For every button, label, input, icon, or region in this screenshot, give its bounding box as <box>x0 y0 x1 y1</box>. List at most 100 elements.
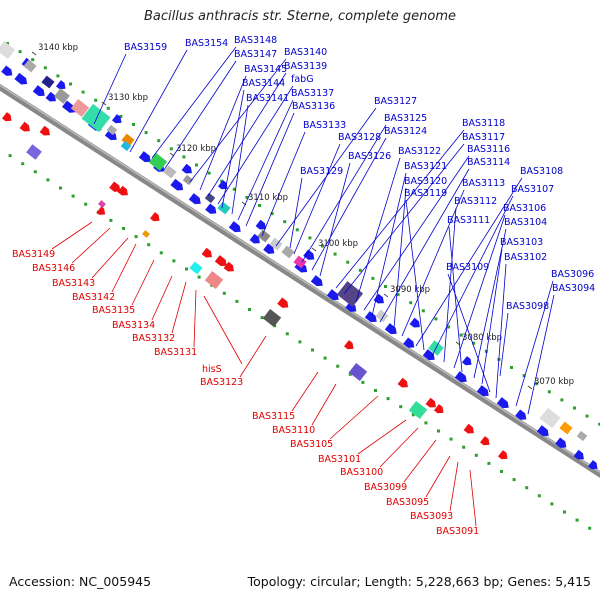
label-bas3139: BAS3139 <box>284 61 327 72</box>
feature-box <box>408 401 428 419</box>
tick-dot <box>472 341 476 345</box>
forward-gene-arrow <box>515 409 527 420</box>
tick-dot <box>550 502 554 506</box>
tick-dot <box>298 340 302 344</box>
label-bas3126: BAS3126 <box>348 151 391 162</box>
feature-box <box>121 133 135 147</box>
label-bas3147: BAS3147 <box>234 49 277 60</box>
tick-dot <box>525 486 529 490</box>
forward-label-leader <box>335 129 465 289</box>
label-bas3154: BAS3154 <box>185 38 228 49</box>
label-bas3133: BAS3133 <box>303 120 346 131</box>
tick-dot <box>81 90 85 94</box>
tick-dot <box>283 220 287 224</box>
reverse-gene-arrow <box>497 450 508 460</box>
label-bas3108: BAS3108 <box>520 166 563 177</box>
forward-gene-arrow <box>573 449 584 460</box>
tick-dot <box>348 372 352 376</box>
tick-dot <box>71 194 75 198</box>
forward-gene-arrow <box>45 91 56 102</box>
feature-box <box>142 230 150 238</box>
forward-label-leader <box>447 273 491 393</box>
label-bas3145: BAS3145 <box>244 64 287 75</box>
tick-dot <box>260 316 264 320</box>
tick-dot <box>182 155 186 159</box>
tick-dot <box>462 445 466 449</box>
label-bas3107: BAS3107 <box>511 184 554 195</box>
reverse-gene-arrow <box>109 181 121 192</box>
reverse-label-leader <box>171 281 187 334</box>
forward-label-leader <box>527 294 555 415</box>
tick-dot <box>547 390 551 394</box>
feature-box <box>189 261 203 275</box>
tick-dot <box>43 66 47 70</box>
forward-label-leader <box>415 177 523 347</box>
forward-gene-arrow <box>384 323 397 335</box>
label-bas3142: BAS3142 <box>72 292 115 303</box>
tick-dot <box>295 228 299 232</box>
forward-gene-arrow <box>587 460 598 470</box>
forward-gene-arrow <box>228 221 241 233</box>
forward-label-leader <box>495 263 507 399</box>
reverse-gene-arrow <box>343 340 354 350</box>
label-bas3100: BAS3100 <box>340 467 383 478</box>
label-bas3135: BAS3135 <box>92 305 135 316</box>
feature-box <box>348 363 368 381</box>
feature-box <box>41 75 55 89</box>
forward-label-leader <box>355 157 401 303</box>
tick-track: 3140 kbp 3130 kbp 3120 kbp 3110 kbp 3100 kbp… <box>6 42 600 530</box>
kbp-tick-label: 3080 kbp <box>462 333 502 343</box>
forward-label-leader <box>301 124 387 263</box>
forward-label-leader <box>453 214 506 369</box>
tick-dot <box>8 154 12 158</box>
reverse-label-leader <box>131 259 155 306</box>
label-leaders <box>51 46 555 527</box>
gene-labels: BAS3159 BAS3154 BAS3148 BAS3147 BAS3140 BAS31… <box>12 35 595 537</box>
label-bas3124: BAS3124 <box>384 126 427 137</box>
tick-dot <box>409 301 413 305</box>
label-bas3159: BAS3159 <box>124 42 167 53</box>
kbp-tick-label: 3090 kbp <box>390 285 430 295</box>
feature-box <box>204 192 216 204</box>
label-bas3104: BAS3104 <box>504 217 547 228</box>
tick-dot <box>500 470 503 473</box>
label-bas3131: BAS3131 <box>154 347 197 358</box>
forward-label-leader <box>371 172 407 317</box>
label-bas3141: BAS3141 <box>246 93 289 104</box>
label-bas3128: BAS3128 <box>338 132 381 143</box>
feature-box <box>81 103 111 133</box>
tick-dot <box>396 293 400 297</box>
tick-dot <box>588 526 592 530</box>
forward-gene-arrow <box>373 293 384 304</box>
feature-box <box>539 407 561 429</box>
forward-gene-arrow <box>62 100 76 113</box>
tick-dot <box>157 139 161 143</box>
forward-gene-arrow <box>249 233 260 244</box>
feature-box <box>54 88 70 104</box>
forward-gene-arrow <box>32 85 45 97</box>
forward-label-leader <box>151 46 237 159</box>
kbp-tick-label: 3100 kbp <box>318 239 358 249</box>
reverse-label-leader <box>71 227 111 264</box>
forward-label-leader <box>401 189 465 337</box>
forward-label-leader <box>199 75 247 191</box>
kbp-tick-label: 3120 kbp <box>176 144 216 154</box>
label-bas3122: BAS3122 <box>398 146 441 157</box>
reverse-gene-arrow <box>463 423 474 434</box>
reverse-gene-arrow <box>277 297 289 308</box>
forward-gene-arrow <box>476 385 489 397</box>
forward-label-leader <box>379 168 470 323</box>
tick-dot <box>232 187 236 191</box>
forward-gene-arrow <box>188 193 201 205</box>
reverse-gene-arrow <box>149 212 160 222</box>
tick-dot <box>447 325 450 329</box>
forward-label-leader <box>431 195 514 357</box>
reverse-label-leader <box>403 439 437 483</box>
feature-box <box>23 59 37 73</box>
tick-dot <box>437 429 440 433</box>
tick-dot <box>474 453 478 457</box>
tick-dot <box>222 291 226 295</box>
tick-dot <box>94 98 98 102</box>
reverse-gene-arrow <box>19 121 30 132</box>
label-bas3099: BAS3099 <box>364 482 407 493</box>
